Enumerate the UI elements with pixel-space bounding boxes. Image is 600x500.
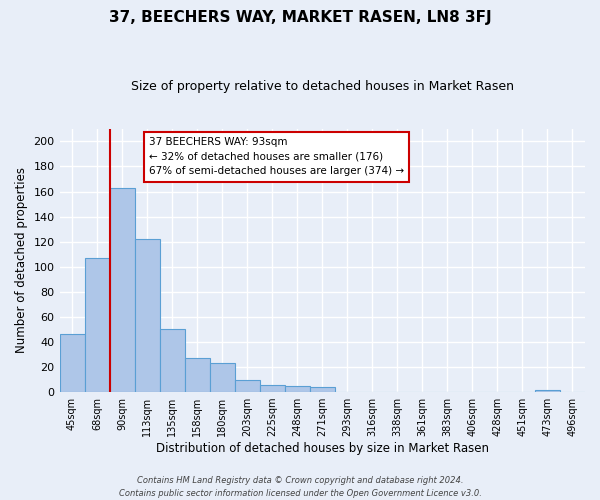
Bar [110,188,134,392]
Title: Size of property relative to detached houses in Market Rasen: Size of property relative to detached ho… [131,80,514,93]
Text: 37 BEECHERS WAY: 93sqm
← 32% of detached houses are smaller (176)
67% of semi-de: 37 BEECHERS WAY: 93sqm ← 32% of detached… [149,137,404,176]
Bar [134,239,160,392]
X-axis label: Distribution of detached houses by size in Market Rasen: Distribution of detached houses by size … [156,442,489,455]
Bar [185,358,209,392]
Bar [235,380,260,392]
Bar [85,258,110,392]
Bar [209,364,235,392]
Bar [160,330,185,392]
Bar [310,387,335,392]
Text: 37, BEECHERS WAY, MARKET RASEN, LN8 3FJ: 37, BEECHERS WAY, MARKET RASEN, LN8 3FJ [109,10,491,25]
Text: Contains HM Land Registry data © Crown copyright and database right 2024.
Contai: Contains HM Land Registry data © Crown c… [119,476,481,498]
Bar [59,334,85,392]
Y-axis label: Number of detached properties: Number of detached properties [15,168,28,354]
Bar [535,390,560,392]
Bar [260,384,285,392]
Bar [285,386,310,392]
